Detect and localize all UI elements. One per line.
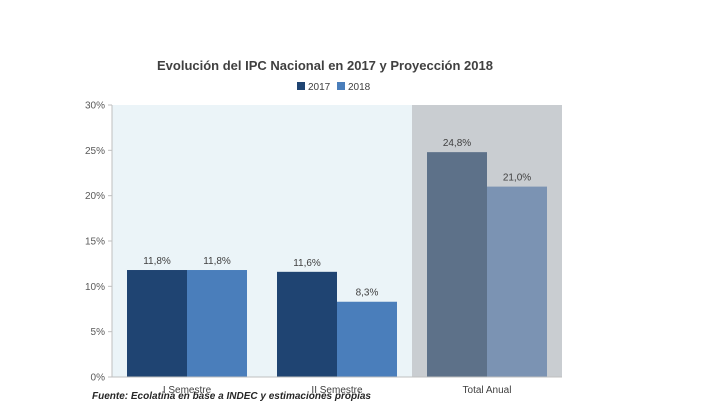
data-label: 8,3% bbox=[356, 288, 379, 299]
y-tick-label: 15% bbox=[85, 237, 105, 248]
y-tick-label: 30% bbox=[85, 101, 105, 112]
bar-2018-total-anual bbox=[487, 186, 547, 377]
y-tick-label: 25% bbox=[85, 146, 105, 157]
bar-2018-i-semestre bbox=[187, 270, 247, 377]
chart-title: Evolución del IPC Nacional en 2017 y Pro… bbox=[157, 58, 493, 73]
legend-label-2017: 2017 bbox=[308, 82, 331, 93]
bars: 11,8% 11,8% 11,6% 8,3% 24,8% 21,0% bbox=[127, 138, 547, 377]
data-label: 24,8% bbox=[443, 138, 471, 149]
x-tick-label: I Semestre bbox=[163, 385, 212, 396]
legend: 2017 2018 bbox=[297, 82, 371, 93]
bar-2017-i-semestre bbox=[127, 270, 187, 377]
y-axis: 0% 5% 10% 15% 20% 25% 30% bbox=[85, 101, 113, 384]
bar-2017-ii-semestre bbox=[277, 271, 337, 377]
data-label: 11,8% bbox=[143, 256, 171, 267]
y-tick-label: 0% bbox=[91, 373, 106, 384]
x-axis: I Semestre II Semestre Total Anual bbox=[112, 376, 562, 396]
legend-label-2018: 2018 bbox=[348, 82, 371, 93]
data-label: 21,0% bbox=[503, 173, 531, 184]
x-tick-label: II Semestre bbox=[311, 385, 363, 396]
x-tick-label: Total Anual bbox=[463, 385, 512, 396]
y-tick-label: 20% bbox=[85, 191, 105, 202]
bar-2018-ii-semestre bbox=[337, 301, 397, 377]
source-note: Fuente: Ecolatina en base a INDEC y esti… bbox=[92, 391, 371, 402]
legend-swatch-2017 bbox=[297, 82, 305, 90]
bar-2017-total-anual bbox=[427, 152, 487, 377]
data-label: 11,8% bbox=[203, 256, 231, 267]
y-tick-label: 5% bbox=[91, 327, 106, 338]
data-label: 11,6% bbox=[293, 258, 321, 269]
legend-swatch-2018 bbox=[337, 82, 345, 90]
y-tick-label: 10% bbox=[85, 282, 105, 293]
